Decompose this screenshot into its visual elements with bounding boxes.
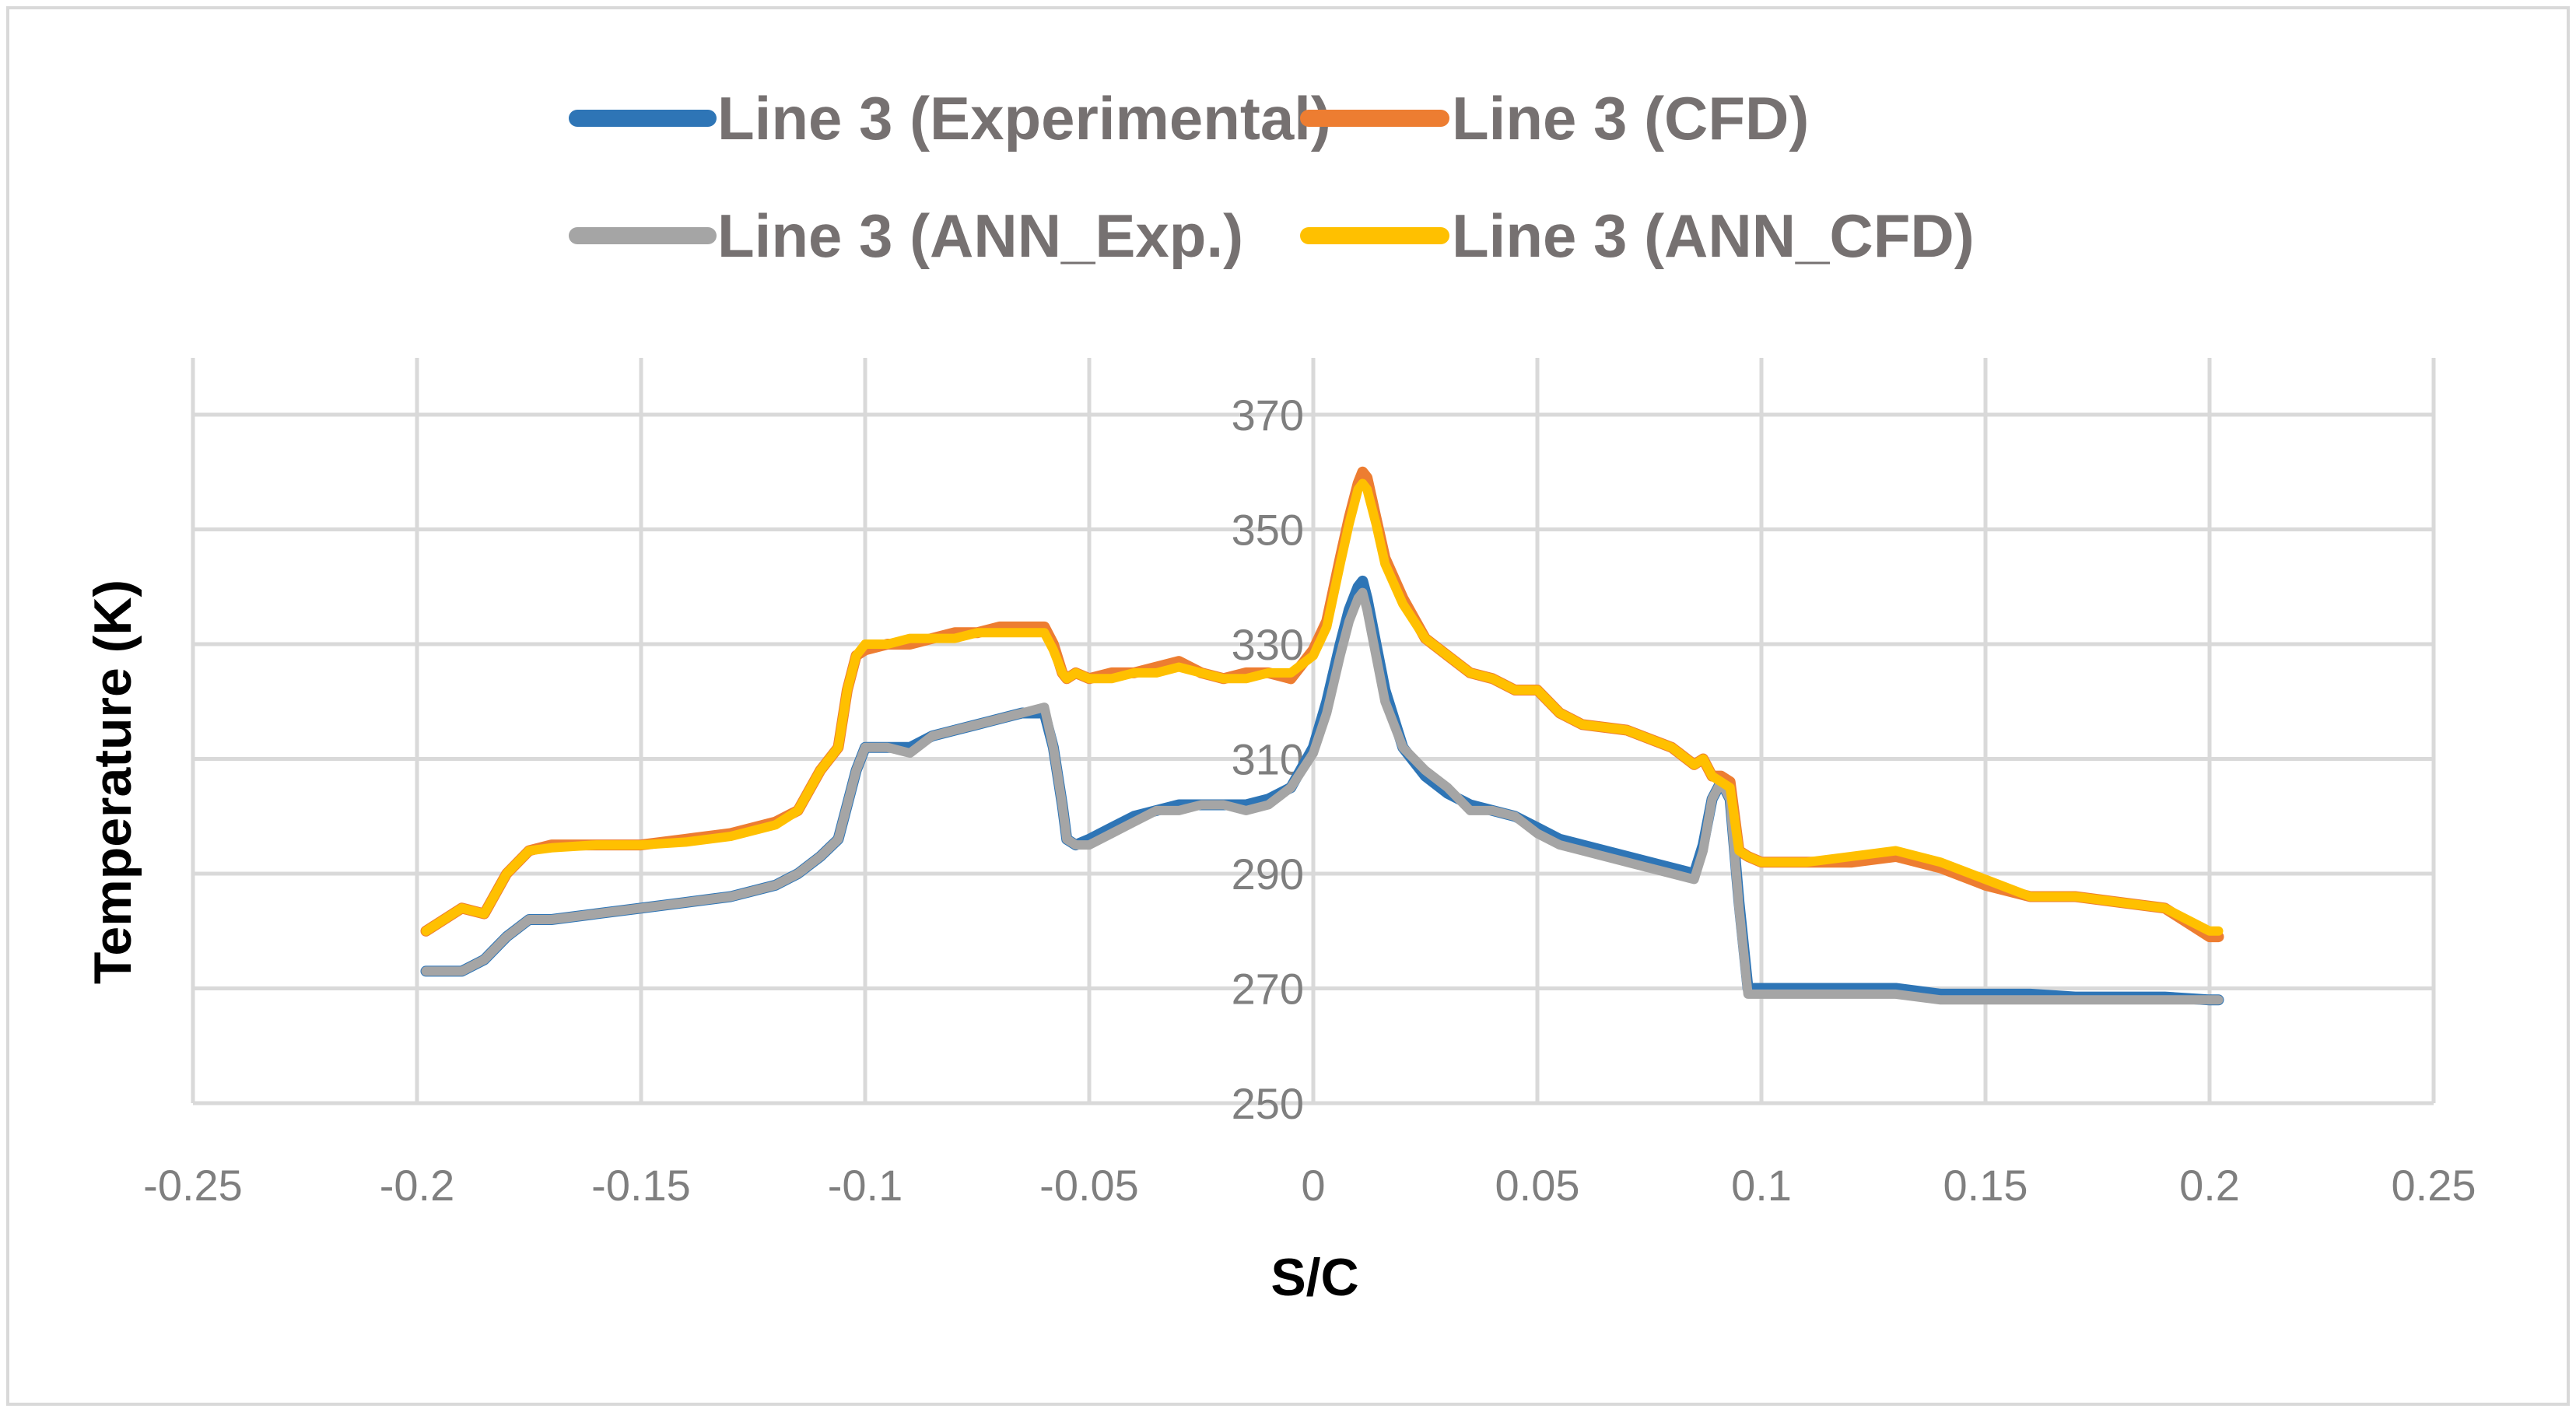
y-axis-title: Temperature (K) [83, 580, 142, 984]
x-tick-label: -0.15 [591, 1161, 691, 1210]
y-tick-label: 330 [1232, 620, 1304, 669]
chart-border [6, 6, 2570, 1406]
x-tick-label: 0 [1301, 1161, 1325, 1210]
x-tick-label: 0.15 [1943, 1161, 2028, 1210]
series-lines [420, 466, 2224, 1006]
x-tick-label: -0.1 [828, 1161, 903, 1210]
x-tick-label: -0.05 [1039, 1161, 1139, 1210]
series-line-ann-cfd [421, 478, 2224, 936]
legend: Line 3 (Experimental) Line 3 (CFD) Line … [569, 84, 1975, 270]
legend-label-ann-exp: Line 3 (ANN_Exp.) [717, 201, 1243, 270]
y-tick-label: 370 [1232, 391, 1304, 440]
x-axis-tick-labels: -0.25 -0.2 -0.15 -0.1 -0.05 0 0.05 0.1 0.15 0.2 0.… [143, 1161, 2476, 1210]
y-tick-label: 350 [1232, 506, 1304, 555]
x-tick-label: 0.05 [1495, 1161, 1580, 1210]
series-line-ann-exp [421, 587, 2224, 1005]
x-tick-label: 0.1 [1731, 1161, 1792, 1210]
y-tick-label: 290 [1232, 850, 1304, 899]
gridlines [191, 358, 2436, 1105]
legend-label-cfd: Line 3 (CFD) [1452, 84, 1809, 152]
x-tick-label: 0.2 [2179, 1161, 2240, 1210]
x-tick-label: 0.25 [2392, 1161, 2476, 1210]
legend-label-ann-cfd: Line 3 (ANN_CFD) [1452, 201, 1975, 270]
y-tick-label: 250 [1232, 1079, 1304, 1128]
y-tick-label: 270 [1232, 965, 1304, 1014]
legend-label-experimental: Line 3 (Experimental) [717, 84, 1331, 152]
x-tick-label: -0.2 [380, 1161, 455, 1210]
x-axis-title: S/C [1270, 1248, 1358, 1307]
x-tick-label: -0.25 [143, 1161, 243, 1210]
